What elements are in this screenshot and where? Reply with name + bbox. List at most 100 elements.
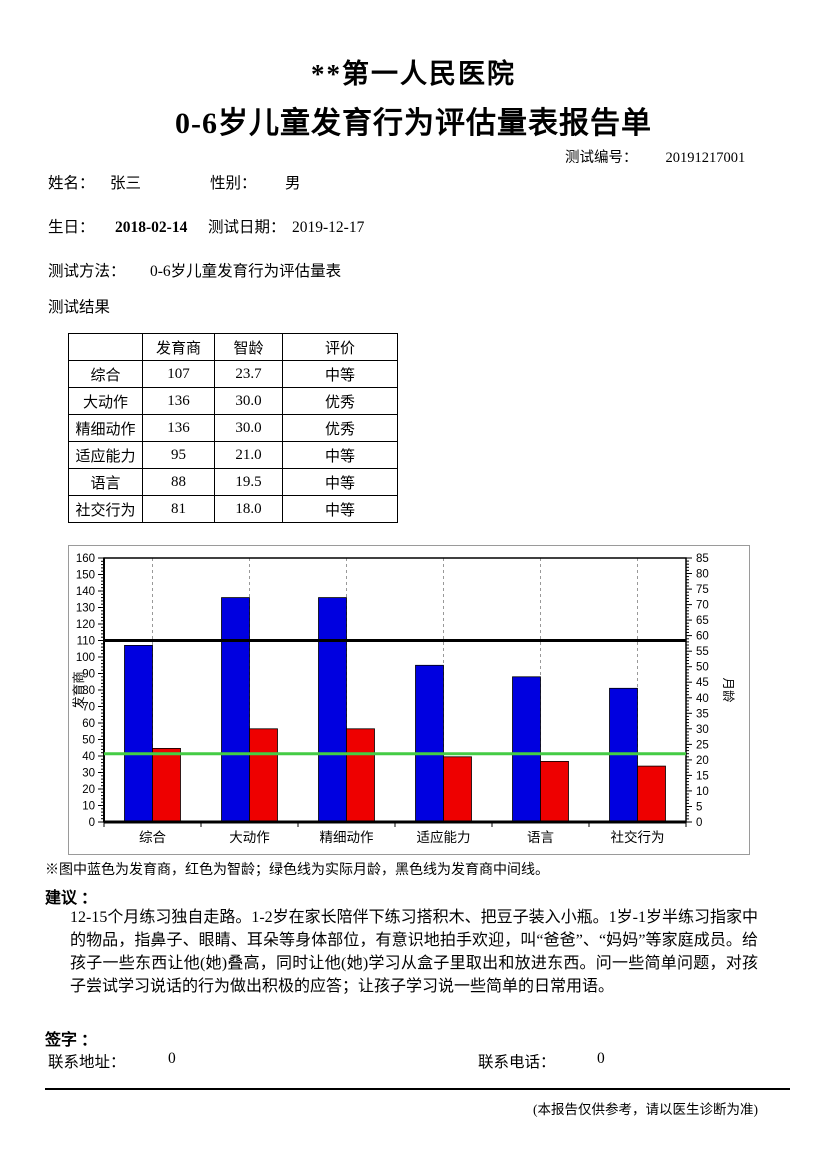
table-row-label: 大动作 xyxy=(68,387,143,415)
result-section-label: 测试结果 xyxy=(48,299,111,316)
gender-label: 性别： xyxy=(210,175,257,192)
svg-text:60: 60 xyxy=(82,718,95,730)
svg-text:55: 55 xyxy=(696,646,709,658)
table-row: 社交行为 81 18.0 中等 xyxy=(68,495,398,523)
svg-text:35: 35 xyxy=(696,708,709,720)
svg-text:50: 50 xyxy=(696,662,709,674)
test-number-row: 测试编号： 20191217001 xyxy=(565,146,745,167)
table-row: 语言 88 19.5 中等 xyxy=(68,468,398,496)
phone-value: 0 xyxy=(597,1050,605,1067)
svg-text:综合: 综合 xyxy=(139,830,166,845)
svg-text:130: 130 xyxy=(76,603,95,615)
svg-text:150: 150 xyxy=(76,570,95,582)
birthday-value: 2018-02-14 xyxy=(115,219,188,236)
method-row: 测试方法： 0-6岁儿童发育行为评估量表 xyxy=(48,259,341,281)
table-cell: 18.0 xyxy=(214,495,283,523)
table-cell: 19.5 xyxy=(214,468,283,496)
table-cell: 中等 xyxy=(282,441,398,469)
svg-text:精细动作: 精细动作 xyxy=(320,830,374,845)
svg-text:100: 100 xyxy=(76,652,95,664)
svg-text:10: 10 xyxy=(82,801,95,813)
suggestion-label: 建议 ： xyxy=(45,890,98,907)
table-header-cell: 评价 xyxy=(282,333,398,361)
development-chart-svg: 0102030405060708090100110120130140150160… xyxy=(71,553,735,845)
table-cell: 21.0 xyxy=(214,441,283,469)
svg-text:5: 5 xyxy=(696,802,702,814)
svg-text:15: 15 xyxy=(696,770,709,782)
svg-text:75: 75 xyxy=(696,584,709,596)
table-cell: 107 xyxy=(142,360,215,388)
svg-text:0: 0 xyxy=(696,817,702,829)
table-row-label: 精细动作 xyxy=(68,414,143,442)
svg-text:160: 160 xyxy=(76,553,95,565)
svg-text:140: 140 xyxy=(76,586,95,598)
table-cell: 优秀 xyxy=(282,387,398,415)
phone-label: 联系电话： xyxy=(478,1054,556,1071)
table-row-label: 综合 xyxy=(68,360,143,388)
svg-text:80: 80 xyxy=(696,569,709,581)
address-label: 联系地址： xyxy=(48,1054,126,1071)
svg-text:60: 60 xyxy=(696,631,709,643)
results-table: 发育商 智龄 评价 综合 107 23.7 中等 大动作 136 30.0 优秀 精细动作 136 30… xyxy=(68,333,398,523)
svg-text:月龄: 月龄 xyxy=(721,677,735,703)
svg-text:70: 70 xyxy=(82,702,95,714)
svg-text:语言: 语言 xyxy=(527,830,554,845)
table-cell: 23.7 xyxy=(214,360,283,388)
svg-text:120: 120 xyxy=(76,619,95,631)
table-cell: 优秀 xyxy=(282,414,398,442)
method-label: 测试方法： xyxy=(48,263,126,280)
signature-label: 签字 ： xyxy=(45,1032,98,1049)
svg-text:社交行为: 社交行为 xyxy=(611,829,665,845)
svg-text:适应能力: 适应能力 xyxy=(417,829,471,845)
svg-text:90: 90 xyxy=(82,669,95,681)
svg-text:40: 40 xyxy=(82,751,95,763)
svg-text:80: 80 xyxy=(82,685,95,697)
svg-text:20: 20 xyxy=(696,755,709,767)
table-cell: 30.0 xyxy=(214,387,283,415)
results-table-body: 综合 107 23.7 中等 大动作 136 30.0 优秀 精细动作 136 30.0 优秀 适应能力… xyxy=(68,360,398,523)
svg-text:40: 40 xyxy=(696,693,709,705)
hospital-title: **第一人民医院 xyxy=(311,59,516,89)
test-date-value: 2019-12-17 xyxy=(292,219,365,236)
svg-text:45: 45 xyxy=(696,677,709,689)
svg-text:65: 65 xyxy=(696,615,709,627)
svg-text:110: 110 xyxy=(77,636,95,648)
svg-text:0: 0 xyxy=(89,817,95,829)
table-cell: 136 xyxy=(142,414,215,442)
table-row-label: 语言 xyxy=(68,468,143,496)
table-cell: 中等 xyxy=(282,495,398,523)
svg-text:30: 30 xyxy=(82,768,95,780)
development-chart: 0 10 20 30 40 50 60 70 80 90 100 110 120 130 140 150 160… xyxy=(68,545,750,855)
table-header-cell xyxy=(68,333,143,361)
table-row-label: 适应能力 xyxy=(68,441,143,469)
svg-text:大动作: 大动作 xyxy=(229,830,270,845)
svg-text:50: 50 xyxy=(82,735,95,747)
bottom-divider xyxy=(45,1088,790,1090)
svg-text:发育商: 发育商 xyxy=(71,671,86,709)
name-value: 张三 xyxy=(110,175,142,192)
address-value: 0 xyxy=(168,1050,176,1067)
table-row: 精细动作 136 30.0 优秀 xyxy=(68,414,398,442)
table-cell: 中等 xyxy=(282,360,398,388)
table-cell: 88 xyxy=(142,468,215,496)
report-title: 0-6岁儿童发育行为评估量表报告单 xyxy=(175,107,652,140)
birthday-testdate-row: 生日： 2018-02-14 测试日期： 2019-12-17 xyxy=(48,215,364,237)
table-header-row: 发育商 智龄 评价 xyxy=(68,333,398,361)
test-date-label: 测试日期： xyxy=(208,219,286,236)
name-label: 姓名： xyxy=(48,175,95,192)
table-row: 综合 107 23.7 中等 xyxy=(68,360,398,388)
suggestion-text: 12-15个月练习独自走路。1-2岁在家长陪伴下练习搭积木、把豆子装入小瓶。1岁… xyxy=(70,909,758,995)
disclaimer-note: (本报告仅供参考，请以医生诊断为准) xyxy=(533,1102,758,1117)
table-cell: 136 xyxy=(142,387,215,415)
test-number-value: 20191217001 xyxy=(665,150,746,166)
chart-legend-note: ※图中蓝色为发育商，红色为智龄；绿色线为实际月龄，黑色线为发育商中间线。 xyxy=(45,863,549,878)
table-header-cell: 发育商 xyxy=(142,333,215,361)
svg-text:20: 20 xyxy=(82,784,95,796)
name-gender-row: 姓名： 张三 性别： 男 xyxy=(48,171,301,193)
birthday-label: 生日： xyxy=(48,219,95,236)
method-value: 0-6岁儿童发育行为评估量表 xyxy=(150,263,342,280)
svg-text:70: 70 xyxy=(696,600,709,612)
svg-text:30: 30 xyxy=(696,724,709,736)
gender-value: 男 xyxy=(285,175,301,192)
